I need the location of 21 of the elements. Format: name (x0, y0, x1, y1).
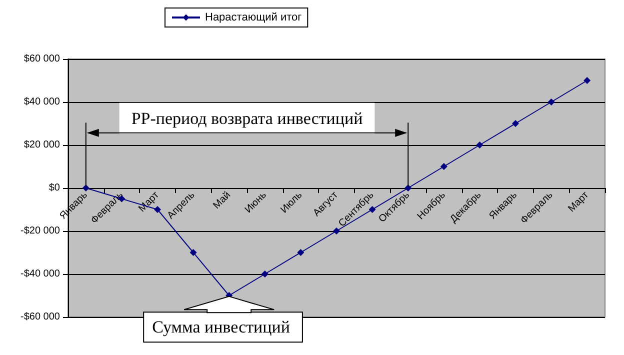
point (82, 184, 90, 192)
point (440, 163, 448, 170)
point (512, 120, 519, 127)
annotation: Сумма инвестиций (152, 318, 290, 337)
y-tick-label: -$20 000 (20, 226, 60, 236)
point (297, 249, 304, 256)
y-tick-label: $60 000 (24, 54, 60, 64)
y-tick-label: $40 000 (24, 96, 60, 108)
point (190, 249, 197, 256)
point (548, 98, 555, 106)
legend-label: Нарастающий итог (205, 12, 302, 24)
point (584, 77, 591, 84)
point (261, 270, 268, 278)
y-tick-label: $20 000 (24, 140, 60, 150)
point (404, 184, 412, 192)
y-tick-label: -$40 000 (20, 268, 60, 280)
y-tick-label: -$60 000 (20, 312, 60, 322)
point (476, 142, 484, 148)
point (333, 228, 340, 234)
y-tick-label: $0 (48, 182, 60, 194)
annotation: PP-период возврата инвестиций (131, 108, 363, 128)
